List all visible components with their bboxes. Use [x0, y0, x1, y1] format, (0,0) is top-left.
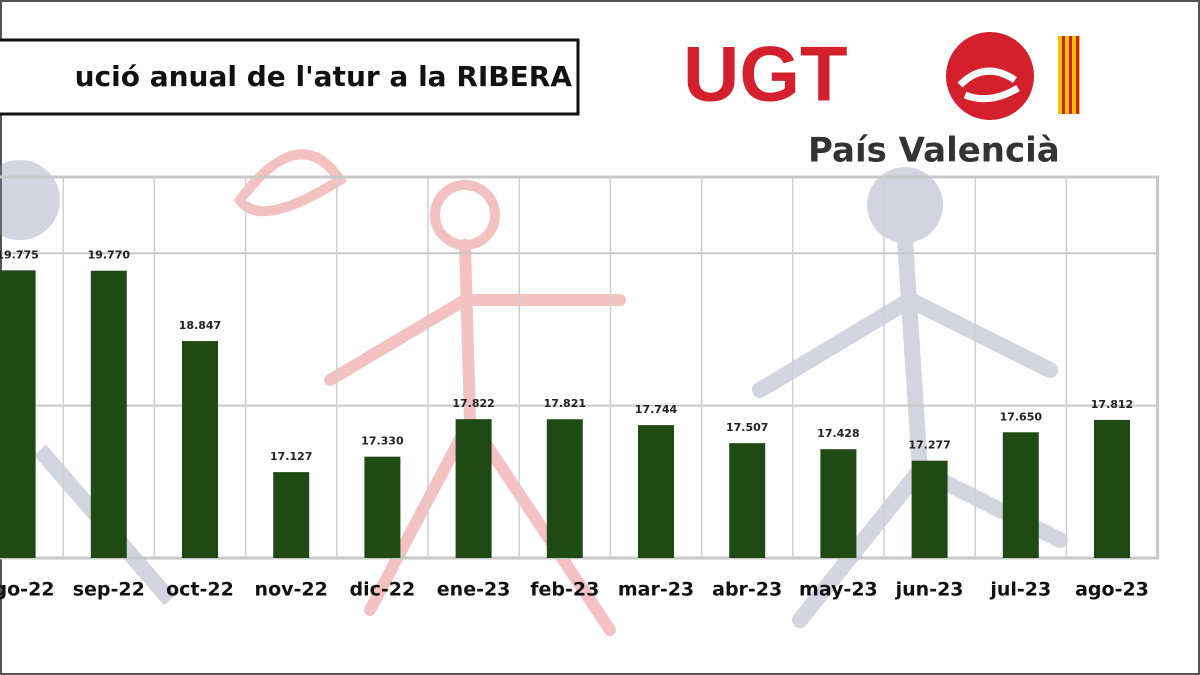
bar [729, 443, 766, 558]
x-tick-label: dic-22 [350, 579, 416, 601]
x-tick-label: jul-23 [989, 579, 1051, 601]
x-tick-label: ene-23 [437, 579, 511, 601]
x-tick-label: mar-23 [618, 579, 694, 601]
x-tick-label: abr-23 [712, 579, 782, 601]
value-label: 19.775 [0, 248, 39, 261]
value-label: 18.847 [179, 319, 221, 332]
bar [455, 419, 492, 558]
logo-text: UGT [683, 30, 848, 118]
bar [1002, 432, 1039, 558]
logo-circle [946, 32, 1034, 120]
value-label: 17.277 [908, 439, 950, 452]
logo-flag [1058, 36, 1080, 114]
bar [0, 270, 36, 558]
bar [820, 449, 857, 558]
value-label: 17.428 [817, 427, 859, 440]
logo-hands [957, 67, 1020, 103]
x-tick-label: nov-22 [255, 579, 328, 601]
x-tick-label: jun-23 [895, 579, 964, 601]
value-label: 17.812 [1091, 398, 1133, 411]
bar [1094, 419, 1130, 558]
bar [546, 419, 583, 558]
x-tick-label: ago-22 [0, 579, 55, 601]
value-label: 17.650 [1000, 410, 1043, 423]
x-tick-label: sep-22 [73, 579, 145, 601]
bar [911, 460, 948, 558]
bar [90, 270, 127, 558]
bar [182, 341, 218, 558]
value-label: 17.744 [635, 403, 678, 416]
title-box [0, 38, 580, 116]
value-label: 17.821 [544, 397, 586, 410]
value-label: 17.330 [361, 435, 404, 448]
x-tick-label: ago-23 [1075, 579, 1149, 601]
chart-title: ució anual de l'atur a la RIBERA [75, 60, 573, 93]
x-tick-label: oct-22 [166, 579, 234, 601]
bar [364, 456, 401, 558]
value-label: 19.770 [88, 249, 131, 262]
logo-subtitle: País Valencià [808, 131, 1060, 171]
x-tick-label: may-23 [799, 579, 878, 601]
bar [638, 425, 674, 558]
x-tick-label: feb-23 [530, 579, 599, 601]
value-label: 17.127 [270, 450, 312, 463]
value-label: 17.507 [726, 421, 768, 434]
value-label: 17.822 [452, 397, 494, 410]
bar [273, 472, 310, 558]
